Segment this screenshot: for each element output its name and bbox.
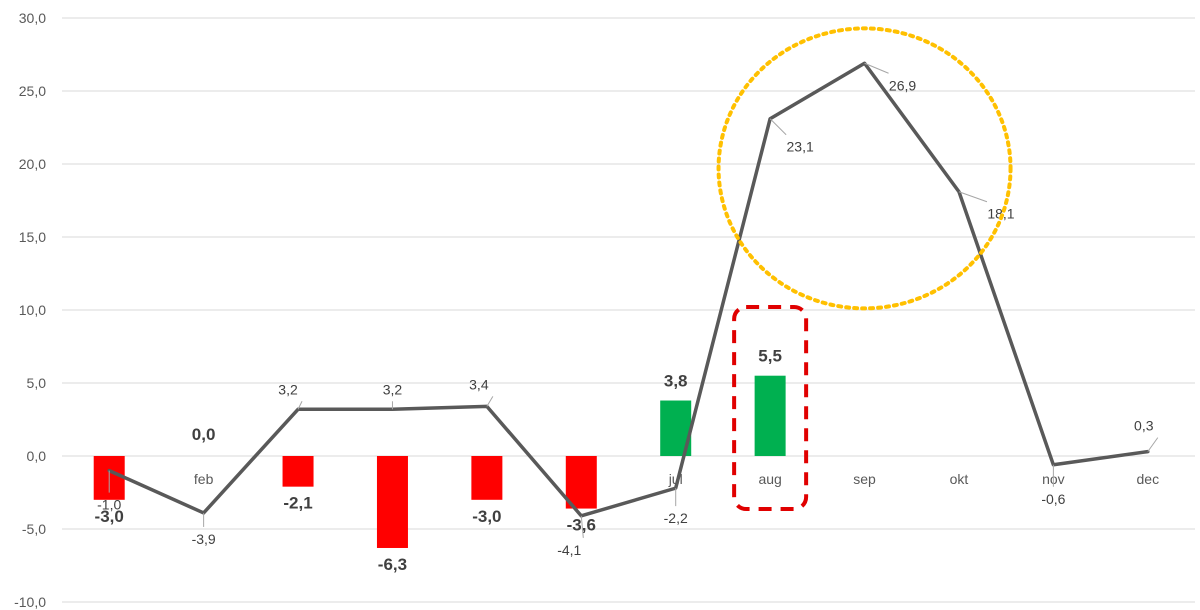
bar	[754, 375, 786, 456]
label-leader-line	[297, 401, 303, 410]
y-tick-label: -5,0	[22, 521, 46, 537]
line-data-label: 23,1	[787, 139, 814, 155]
x-category-label: sep	[853, 471, 876, 487]
label-leader-line	[486, 396, 494, 407]
label-leader-line	[864, 62, 889, 74]
bar-data-label: -2,1	[283, 494, 312, 513]
bar-data-label: -3,6	[567, 516, 596, 535]
bar-data-label: 3,8	[664, 372, 688, 391]
line-data-label: -0,6	[1041, 491, 1065, 507]
line-data-label: -2,2	[664, 510, 688, 526]
y-tick-label: 0,0	[27, 448, 47, 464]
annotations	[716, 26, 1013, 511]
bar-data-label: 0,0	[192, 425, 216, 444]
y-tick-label: 5,0	[27, 375, 47, 391]
bar-series	[93, 375, 786, 548]
bar	[471, 456, 503, 500]
line-series	[107, 61, 1150, 518]
line-data-label: 3,4	[469, 376, 489, 392]
y-tick-label: 20,0	[19, 156, 46, 172]
label-leader-lines	[108, 62, 1159, 538]
line-data-label: 3,2	[383, 381, 403, 397]
line-data-label: 0,3	[1134, 418, 1154, 434]
y-tick-label: 10,0	[19, 302, 46, 318]
y-axis-tick-labels: -10,0 -5,0 0,0 5,0 10,0 15,0 20,0 25,0 30,0	[14, 10, 46, 610]
x-category-label: feb	[194, 471, 214, 487]
label-leader-line	[958, 191, 988, 203]
label-leader-line	[769, 118, 787, 136]
line-data-label: -4,1	[557, 542, 581, 558]
bar	[282, 456, 314, 487]
bar-data-label: -3,0	[95, 507, 124, 526]
bar	[565, 456, 597, 509]
bar-data-label: 5,5	[758, 347, 782, 366]
y-tick-label: 30,0	[19, 10, 46, 26]
highlight-circle	[716, 26, 1013, 311]
line-data-labels: -1,0-3,93,2 3,2 3,4-4,1-2,223,126,918,1-0,…	[97, 77, 1154, 558]
line-data-label: 3,2	[278, 381, 298, 397]
y-tick-label: 15,0	[19, 229, 46, 245]
x-category-label: dec	[1137, 471, 1160, 487]
bar-data-label: -3,0	[472, 507, 501, 526]
y-tick-label: 25,0	[19, 83, 46, 99]
x-category-label: aug	[758, 471, 781, 487]
bar-data-labels: -3,0 0,0 -2,1 -6,3 -3,0 -3,6 3,8 5,5	[95, 347, 782, 574]
line-data-label: -3,9	[192, 531, 216, 547]
bar-data-label: -6,3	[378, 555, 407, 574]
label-leader-line	[580, 515, 584, 538]
gridlines	[62, 17, 1195, 603]
highlight-box	[732, 305, 809, 511]
line-data-label: 26,9	[889, 77, 916, 93]
label-leader-line	[1147, 437, 1159, 452]
x-axis-category-labels: janfebmaraprmajjunjulaugsepoktnovdec	[99, 471, 1159, 487]
line-series-path	[107, 61, 1150, 518]
x-category-label: okt	[950, 471, 969, 487]
bar	[376, 456, 408, 548]
line-data-label: -1,0	[97, 497, 121, 513]
y-tick-label: -10,0	[14, 594, 46, 610]
